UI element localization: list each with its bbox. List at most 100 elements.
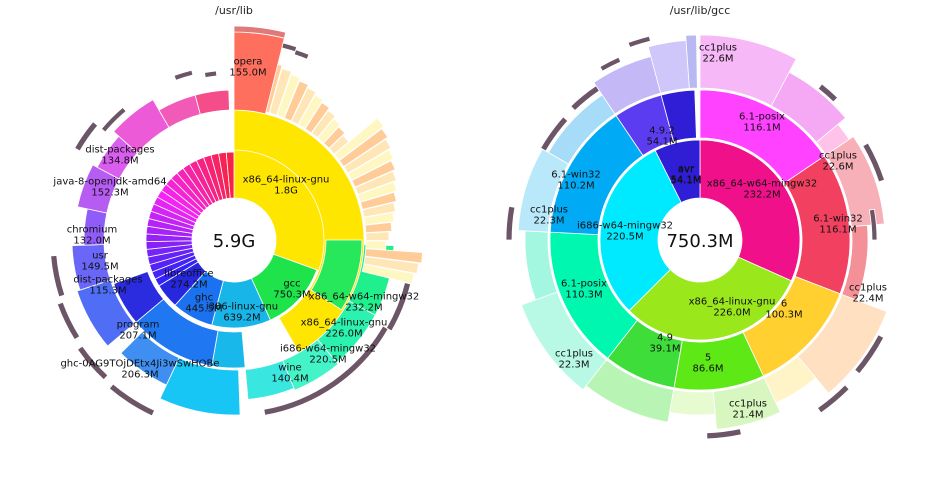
ring3-segment — [76, 345, 109, 381]
ring2-segment — [354, 170, 397, 195]
ring4-segment — [570, 85, 600, 112]
ring4-segment — [599, 56, 622, 72]
ring2-segment — [343, 138, 392, 174]
ring2-segment — [333, 117, 385, 161]
outer-label: ghc-0AG9TOjDEtx4Ji3wSwHOBe 206.3M — [60, 359, 219, 381]
chart2-title: /usr/lib/gcc — [669, 4, 731, 17]
outer-label: i686-w64-mingw32 220.5M — [280, 344, 376, 366]
outer-label: opera 155.0M — [229, 57, 266, 79]
ring4-segment — [505, 205, 516, 241]
ring2-segment — [323, 126, 346, 149]
outer-label: 6.1-win32 110.2M — [551, 170, 601, 192]
ring1-segment — [225, 151, 235, 199]
ring2-segment — [364, 221, 393, 234]
outer-label: 4.9.2 54.1M — [647, 126, 678, 148]
outer-label: chromium 132.0M — [67, 225, 117, 247]
ring2-segment — [351, 160, 396, 188]
outer-label: program 207.1M — [117, 320, 160, 342]
ring4-segment — [706, 428, 742, 440]
ring3-segment — [293, 49, 310, 60]
chart2-center — [660, 200, 740, 280]
chart2-center-label: 750.3M — [666, 231, 733, 252]
outer-label: wine 140.4M — [271, 363, 308, 385]
ring1-segment — [699, 139, 801, 282]
ring4-segment — [868, 208, 878, 241]
ring3-segment — [825, 135, 885, 228]
ring1-segment — [628, 256, 792, 341]
outer-label: dist-packages 134.8M — [85, 145, 154, 167]
ring2-segment — [317, 118, 341, 144]
outer-label: 6.1-posix 116.1M — [739, 112, 785, 134]
outer-label: 5 86.6M — [693, 353, 724, 375]
outer-label: usr 149.5M — [81, 251, 118, 273]
outer-label: x86_64-w64-mingw32 232.2M — [309, 292, 420, 314]
outer-label: cc1plus 22.6M — [699, 43, 737, 65]
outer-label: 6 100.3M — [765, 299, 802, 321]
ring3-segment — [50, 255, 66, 298]
outer-label: cc1plus 22.4M — [849, 283, 887, 305]
ring2-segment — [113, 270, 165, 323]
ring1-label: ghc 445.5M — [185, 293, 222, 315]
ring4-segment — [817, 384, 850, 414]
outer-label: 4.9 39.1M — [650, 333, 681, 355]
ring2-segment — [360, 191, 397, 210]
outer-label: 6.1-posix 110.3M — [561, 279, 607, 301]
ring1-label: i386-linux-gnu 639.2M — [206, 302, 278, 324]
outer-label: cc1plus 22.3M — [530, 205, 568, 227]
ring2-segment — [363, 212, 395, 226]
ring3-segment — [669, 389, 716, 416]
ring2-segment — [269, 68, 292, 116]
ring1-segment — [654, 139, 701, 203]
ring2-segment — [290, 87, 317, 126]
ring2-segment — [364, 248, 424, 264]
outer-label: avr 54.1M — [671, 164, 702, 186]
outer-label: dist-packages 115.3M — [73, 275, 142, 297]
ring2-segment — [347, 149, 395, 181]
ring3-segment — [204, 70, 218, 78]
ring2-segment — [297, 94, 324, 130]
ring2-segment — [362, 202, 396, 218]
ring2-segment — [310, 239, 363, 311]
ring3-segment — [385, 282, 412, 332]
ring2-segment — [365, 240, 387, 250]
ring2-segment — [660, 89, 697, 142]
chart1-center-label: 5.9G — [213, 231, 256, 252]
ring3-segment — [281, 42, 298, 53]
ring1-label: libreoffice 274.2M — [164, 269, 213, 291]
outer-label: java-8-openjdk-amd64 152.3M — [52, 177, 166, 199]
ring2-segment — [365, 231, 390, 241]
ring2-segment — [283, 80, 309, 122]
ring3-segment — [74, 121, 99, 152]
ring4-segment — [627, 35, 651, 48]
ring3-segment — [56, 301, 81, 341]
ring2-segment — [120, 331, 180, 386]
ring1-label: x86_64-w64-mingw32 232.2M — [707, 179, 818, 201]
ring2-segment — [304, 102, 330, 134]
ring4-segment — [854, 334, 885, 375]
outer-label: cc1plus 22.3M — [555, 349, 593, 371]
ring3-segment — [233, 25, 287, 39]
ring4-segment — [817, 83, 839, 103]
ring1-segment — [599, 150, 682, 312]
ring1-label: avr 54.1M — [671, 165, 702, 187]
outer-label: 6.1-win32 116.1M — [813, 214, 863, 236]
chart1-title: /usr/lib — [215, 4, 253, 17]
ring3-segment — [173, 69, 194, 81]
ring2-segment — [311, 109, 336, 139]
ring3-segment — [685, 34, 698, 89]
ring2-segment — [194, 89, 230, 115]
ring4-segment — [862, 142, 886, 183]
ring2-segment — [244, 360, 295, 400]
ring1-label: i686-w64-mingw32 220.5M — [577, 221, 673, 243]
ring1-label: gcc 750.3M — [273, 279, 310, 301]
ring2-segment — [363, 256, 419, 275]
chart1-center — [194, 200, 274, 280]
ring4-segment — [540, 116, 569, 152]
ring2-segment — [361, 263, 415, 285]
ring2-segment — [338, 128, 389, 168]
outer-label: cc1plus 22.6M — [819, 151, 857, 173]
ring2-segment — [276, 74, 301, 119]
ring2-segment — [328, 134, 350, 155]
outer-label: x86_64-linux-gnu 226.0M — [301, 318, 388, 340]
